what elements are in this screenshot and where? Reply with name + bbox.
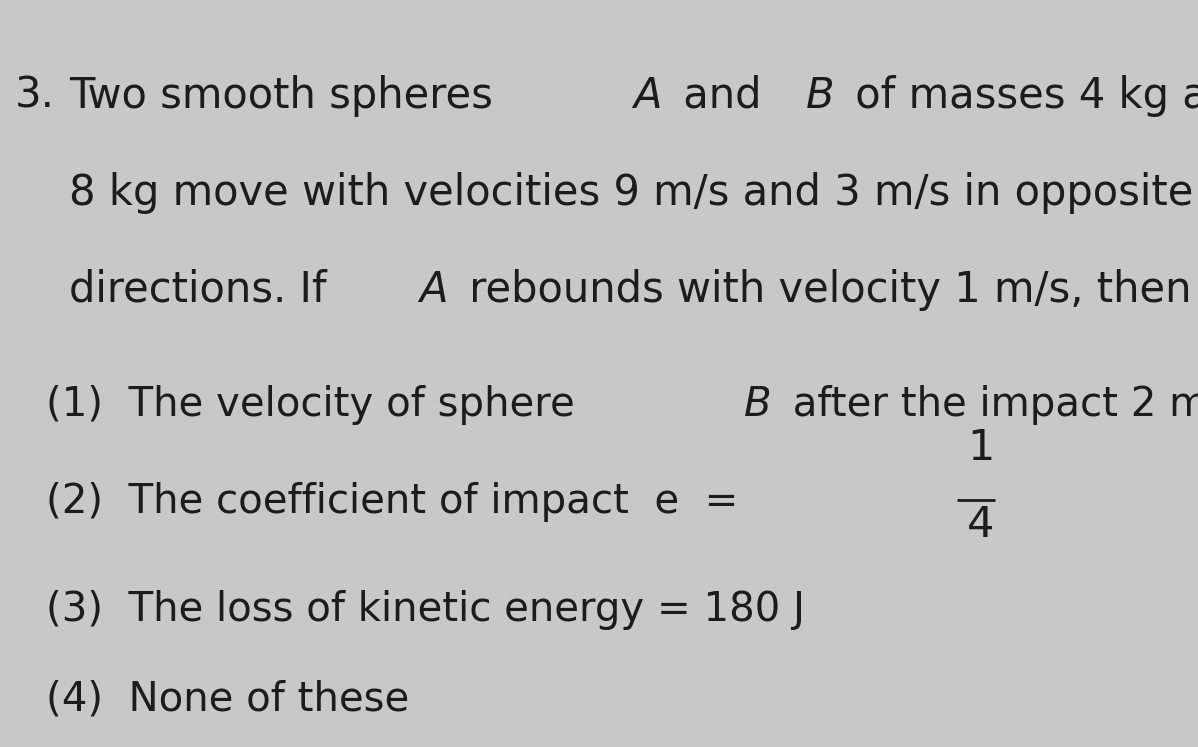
- Text: 4: 4: [967, 503, 994, 546]
- Text: and: and: [671, 75, 775, 117]
- Text: B: B: [805, 75, 834, 117]
- Text: A: A: [419, 269, 448, 311]
- Text: A: A: [634, 75, 662, 117]
- Text: (2)  The coefficient of impact  e  =: (2) The coefficient of impact e =: [46, 482, 738, 522]
- Text: (4)  None of these: (4) None of these: [46, 680, 409, 720]
- Text: (1)  The velocity of sphere: (1) The velocity of sphere: [46, 385, 587, 425]
- Text: rebounds with velocity 1 m/s, then: rebounds with velocity 1 m/s, then: [455, 269, 1191, 311]
- Text: 1: 1: [967, 427, 994, 469]
- Text: (3)  The loss of kinetic energy = 180 J: (3) The loss of kinetic energy = 180 J: [46, 590, 805, 630]
- Text: Two smooth spheres: Two smooth spheres: [69, 75, 507, 117]
- Text: 8 kg move with velocities 9 m/s and 3 m/s in opposite: 8 kg move with velocities 9 m/s and 3 m/…: [69, 172, 1194, 214]
- Text: 3.: 3.: [14, 75, 54, 117]
- Text: of masses 4 kg and: of masses 4 kg and: [842, 75, 1198, 117]
- Text: B: B: [744, 385, 772, 424]
- Text: directions. If: directions. If: [69, 269, 340, 311]
- Text: after the impact 2 m/s: after the impact 2 m/s: [780, 385, 1198, 425]
